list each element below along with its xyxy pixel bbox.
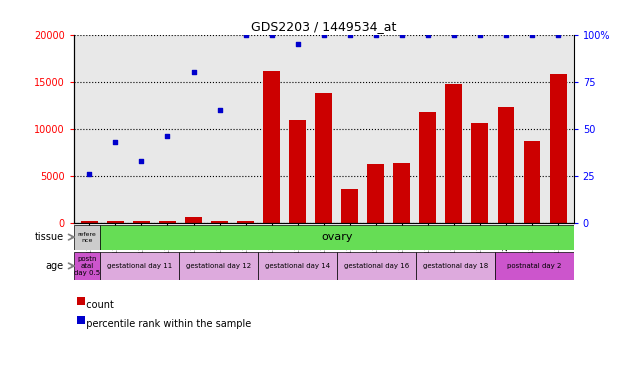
Point xyxy=(188,69,199,75)
Bar xyxy=(289,120,306,223)
Point xyxy=(345,31,355,38)
Text: age: age xyxy=(46,261,63,271)
Text: gestational day 18: gestational day 18 xyxy=(422,263,488,269)
Point xyxy=(267,31,277,38)
Point xyxy=(527,31,537,38)
Bar xyxy=(258,252,337,280)
Bar xyxy=(74,252,100,280)
Point xyxy=(137,157,147,164)
Bar xyxy=(524,141,540,223)
Point xyxy=(553,31,563,38)
Text: gestational day 11: gestational day 11 xyxy=(107,263,172,269)
Point xyxy=(84,171,94,177)
Text: postn
atal
day 0.5: postn atal day 0.5 xyxy=(74,256,100,276)
Bar xyxy=(416,252,495,280)
Point xyxy=(214,107,225,113)
Bar xyxy=(472,123,488,223)
Point xyxy=(501,31,511,38)
Text: count: count xyxy=(80,300,114,310)
Bar xyxy=(179,252,258,280)
Bar xyxy=(74,225,100,250)
Bar xyxy=(495,252,574,280)
Bar xyxy=(341,189,358,223)
Bar xyxy=(367,164,384,223)
Bar xyxy=(497,107,515,223)
Bar xyxy=(549,74,567,223)
Bar xyxy=(100,252,179,280)
Bar xyxy=(159,221,176,223)
Bar xyxy=(445,84,462,223)
Point xyxy=(423,31,433,38)
Text: postnatal day 2: postnatal day 2 xyxy=(507,263,562,269)
Bar xyxy=(107,221,124,223)
Text: gestational day 16: gestational day 16 xyxy=(344,263,409,269)
Text: refere
nce: refere nce xyxy=(78,232,96,243)
Bar xyxy=(337,252,416,280)
Point xyxy=(397,31,407,38)
Point xyxy=(449,31,459,38)
Bar xyxy=(263,71,280,223)
Text: ovary: ovary xyxy=(321,232,353,242)
Bar xyxy=(81,221,98,223)
Text: percentile rank within the sample: percentile rank within the sample xyxy=(80,319,251,329)
Bar xyxy=(185,217,202,223)
Text: gestational day 14: gestational day 14 xyxy=(265,263,330,269)
Text: gestational day 12: gestational day 12 xyxy=(186,263,251,269)
Bar xyxy=(133,221,150,223)
Point xyxy=(292,41,303,47)
Point xyxy=(319,31,329,38)
Point xyxy=(240,31,251,38)
Bar xyxy=(211,221,228,223)
Bar xyxy=(315,93,332,223)
Point xyxy=(475,31,485,38)
Title: GDS2203 / 1449534_at: GDS2203 / 1449534_at xyxy=(251,20,396,33)
Point xyxy=(162,133,172,139)
Point xyxy=(370,31,381,38)
Text: tissue: tissue xyxy=(35,232,63,242)
Bar xyxy=(237,221,254,223)
Point xyxy=(110,139,121,145)
Bar xyxy=(394,164,410,223)
Bar xyxy=(419,112,437,223)
